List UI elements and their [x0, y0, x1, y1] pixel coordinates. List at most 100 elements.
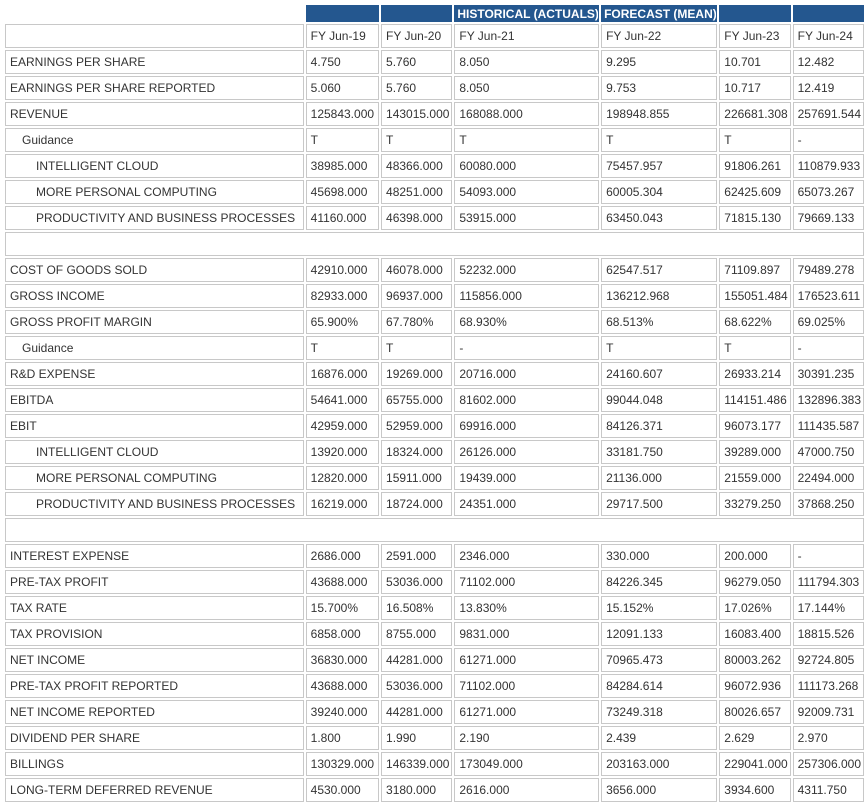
value-cell: 4311.750 — [792, 778, 864, 802]
value-cell: 62425.609 — [719, 180, 791, 204]
value-cell: T — [381, 336, 453, 360]
value-cell: - — [792, 544, 864, 568]
data-row: MORE PERSONAL COMPUTING 45698.000 48251.00… — [5, 180, 864, 204]
data-row: LONG-TERM DEFERRED REVENUE 4530.000 3180.0… — [5, 778, 864, 802]
value-cell: 46078.000 — [381, 258, 453, 282]
value-cell: 10.717 — [719, 76, 791, 100]
value-cell: 6858.000 — [305, 622, 380, 646]
value-cell: 18324.000 — [381, 440, 453, 464]
super-header-row: HISTORICAL (ACTUALS) FORECAST (MEAN) — [5, 5, 864, 22]
value-cell: 15.700% — [305, 596, 380, 620]
row-label: NET INCOME — [5, 648, 304, 672]
value-cell: 79669.133 — [792, 206, 864, 230]
value-cell: 65073.267 — [792, 180, 864, 204]
column-header: FY Jun-22 — [601, 24, 718, 48]
value-cell: 9.753 — [601, 76, 718, 100]
row-label: MORE PERSONAL COMPUTING — [5, 180, 304, 204]
value-cell: 71109.897 — [719, 258, 791, 282]
value-cell: 114151.486 — [719, 388, 791, 412]
value-cell: 17.144% — [792, 596, 864, 620]
value-cell: T — [719, 336, 791, 360]
value-cell: 2.970 — [792, 726, 864, 750]
spacer-row — [5, 518, 864, 542]
value-cell: 2591.000 — [381, 544, 453, 568]
value-cell: 198948.855 — [601, 102, 718, 126]
data-row: NET INCOME REPORTED 39240.000 44281.000 612… — [5, 700, 864, 724]
value-cell: 63450.043 — [601, 206, 718, 230]
value-cell: T — [601, 336, 718, 360]
value-cell: 16083.400 — [719, 622, 791, 646]
value-cell: 44281.000 — [381, 648, 453, 672]
value-cell: 16876.000 — [305, 362, 380, 386]
value-cell: 61271.000 — [454, 648, 600, 672]
value-cell: 67.780% — [381, 310, 453, 334]
value-cell: - — [454, 336, 600, 360]
value-cell: 62547.517 — [601, 258, 718, 282]
value-cell: 8.050 — [454, 76, 600, 100]
value-cell: 16219.000 — [305, 492, 380, 516]
value-cell: 5.060 — [305, 76, 380, 100]
value-cell: 84284.614 — [601, 674, 718, 698]
value-cell: 80003.262 — [719, 648, 791, 672]
value-cell: 110879.933 — [792, 154, 864, 178]
value-cell: 82933.000 — [305, 284, 380, 308]
row-label: EARNINGS PER SHARE REPORTED — [5, 76, 304, 100]
value-cell: T — [305, 128, 380, 152]
value-cell: T — [381, 128, 453, 152]
column-header: FY Jun-24 — [792, 24, 864, 48]
value-cell: 99044.048 — [601, 388, 718, 412]
value-cell: 48366.000 — [381, 154, 453, 178]
value-cell: 30391.235 — [792, 362, 864, 386]
value-cell: 9.295 — [601, 50, 718, 74]
value-cell: T — [454, 128, 600, 152]
value-cell: 18815.526 — [792, 622, 864, 646]
value-cell: 12820.000 — [305, 466, 380, 490]
row-label: REVENUE — [5, 102, 304, 126]
value-cell: - — [792, 128, 864, 152]
value-cell: 12091.133 — [601, 622, 718, 646]
row-label: COST OF GOODS SOLD — [5, 258, 304, 282]
value-cell: 2346.000 — [454, 544, 600, 568]
value-cell: 22494.000 — [792, 466, 864, 490]
row-label: PRE-TAX PROFIT REPORTED — [5, 674, 304, 698]
data-row: EBITDA 54641.000 65755.000 81602.000 99044.0… — [5, 388, 864, 412]
value-cell: 2.629 — [719, 726, 791, 750]
row-label: EBIT — [5, 414, 304, 438]
value-cell: 61271.000 — [454, 700, 600, 724]
header-band — [381, 5, 453, 22]
value-cell: 79489.278 — [792, 258, 864, 282]
value-cell: 173049.000 — [454, 752, 600, 776]
value-cell: - — [792, 336, 864, 360]
value-cell: 80026.657 — [719, 700, 791, 724]
data-row: PRODUCTIVITY AND BUSINESS PROCESSES 41160… — [5, 206, 864, 230]
data-row: PRE-TAX PROFIT REPORTED 43688.000 53036.00… — [5, 674, 864, 698]
value-cell: 111435.587 — [792, 414, 864, 438]
value-cell: 52232.000 — [454, 258, 600, 282]
data-row: TAX RATE 15.700% 16.508% 13.830% 15.152% 17.0… — [5, 596, 864, 620]
value-cell: 60080.000 — [454, 154, 600, 178]
value-cell: 81602.000 — [454, 388, 600, 412]
value-cell: 12.419 — [792, 76, 864, 100]
value-cell: 132896.383 — [792, 388, 864, 412]
value-cell: 12.482 — [792, 50, 864, 74]
row-label: NET INCOME REPORTED — [5, 700, 304, 724]
value-cell: T — [719, 128, 791, 152]
row-label: INTELLIGENT CLOUD — [5, 440, 304, 464]
row-label: Guidance — [5, 128, 304, 152]
value-cell: 36830.000 — [305, 648, 380, 672]
spacer-cell — [5, 232, 864, 256]
value-cell: 226681.308 — [719, 102, 791, 126]
value-cell: T — [305, 336, 380, 360]
row-label: PRODUCTIVITY AND BUSINESS PROCESSES — [5, 492, 304, 516]
value-cell: 52959.000 — [381, 414, 453, 438]
value-cell: 111794.303 — [792, 570, 864, 594]
value-cell: 41160.000 — [305, 206, 380, 230]
row-label: DIVIDEND PER SHARE — [5, 726, 304, 750]
value-cell: 1.990 — [381, 726, 453, 750]
row-label: MORE PERSONAL COMPUTING — [5, 466, 304, 490]
row-label: BILLINGS — [5, 752, 304, 776]
value-cell: 71102.000 — [454, 570, 600, 594]
value-cell: 96073.177 — [719, 414, 791, 438]
value-cell: 48251.000 — [381, 180, 453, 204]
data-row: PRODUCTIVITY AND BUSINESS PROCESSES 16219… — [5, 492, 864, 516]
